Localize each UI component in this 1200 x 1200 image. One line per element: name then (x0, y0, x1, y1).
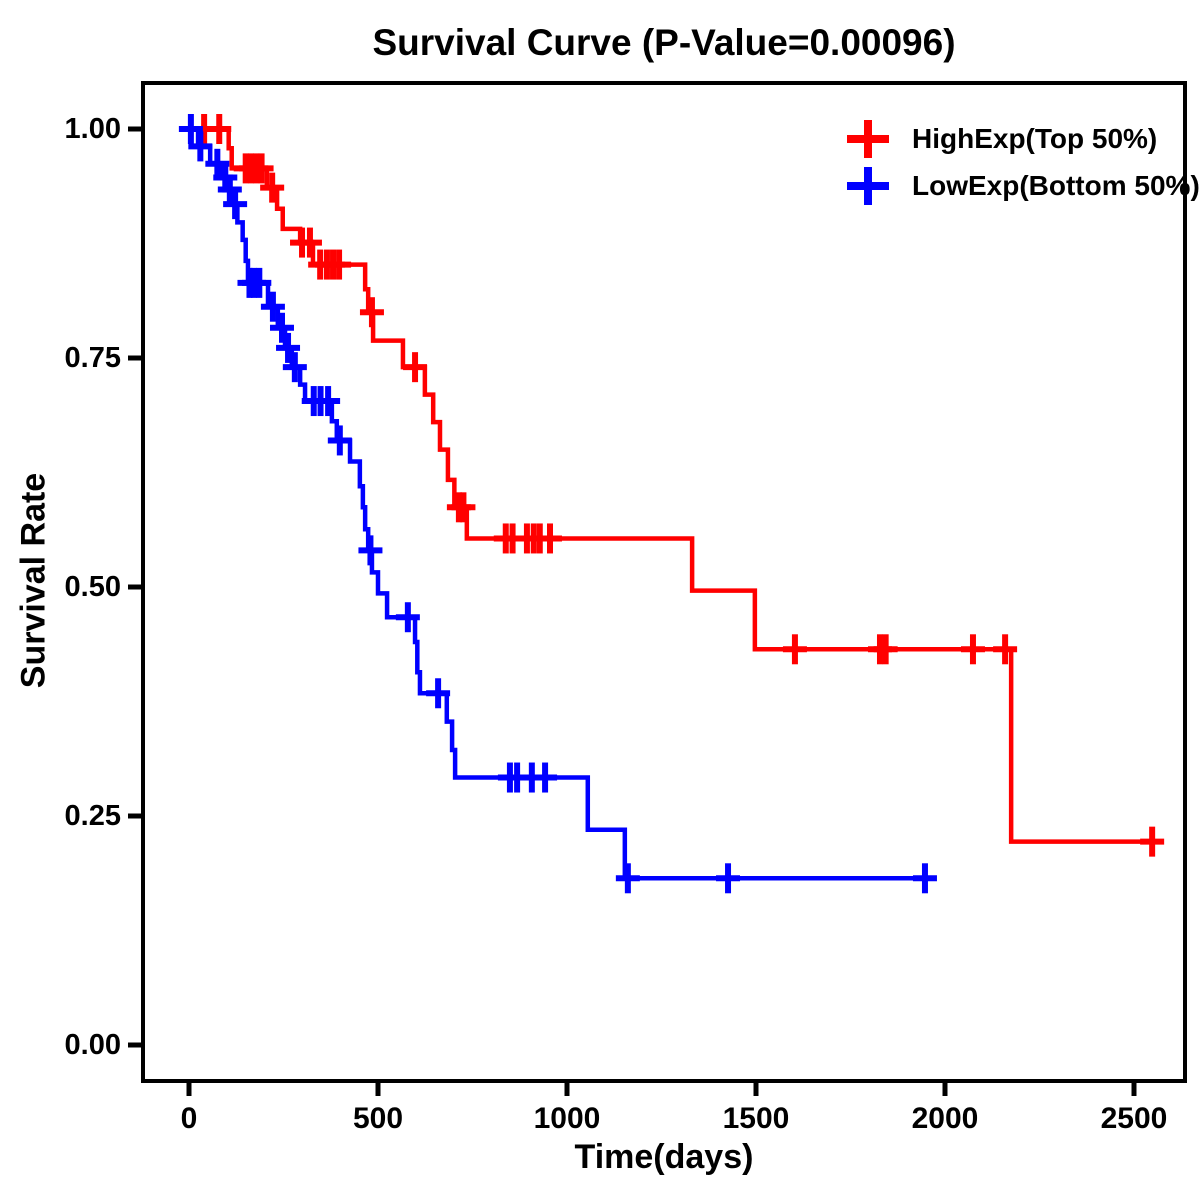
y-tick-label: 1.00 (65, 113, 121, 145)
legend-item-lowexp: LowExp(Bottom 50%) (846, 166, 1200, 206)
y-tick-label: 0.75 (65, 342, 121, 374)
legend: HighExp(Top 50%) LowExp(Bottom 50%) (846, 119, 1200, 213)
x-tick-label: 2000 (912, 1102, 979, 1135)
x-tick-label: 1500 (723, 1102, 790, 1135)
x-tick-label: 0 (181, 1102, 198, 1135)
y-tick-label: 0.25 (65, 800, 121, 832)
plus-censor-icon (846, 167, 890, 205)
legend-item-highexp: HighExp(Top 50%) (846, 119, 1200, 159)
x-tick-label: 1000 (534, 1102, 601, 1135)
y-tick-label: 0.00 (65, 1029, 121, 1061)
legend-label-highexp: HighExp(Top 50%) (912, 123, 1158, 154)
plus-censor-icon (846, 120, 890, 158)
y-tick-label: 0.50 (65, 571, 121, 603)
x-tick-label: 2500 (1101, 1102, 1168, 1135)
y-axis-title: Survival Rate (14, 472, 53, 689)
survival-step-curve-highexp (189, 126, 1164, 844)
legend-label-lowexp: LowExp(Bottom 50%) (912, 170, 1200, 201)
plot-panel-border (141, 81, 1187, 1083)
chart-title: Survival Curve (P-Value=0.00096) (372, 22, 956, 63)
x-tick-label: 500 (353, 1102, 403, 1135)
x-axis-title: Time(days) (574, 1138, 754, 1176)
